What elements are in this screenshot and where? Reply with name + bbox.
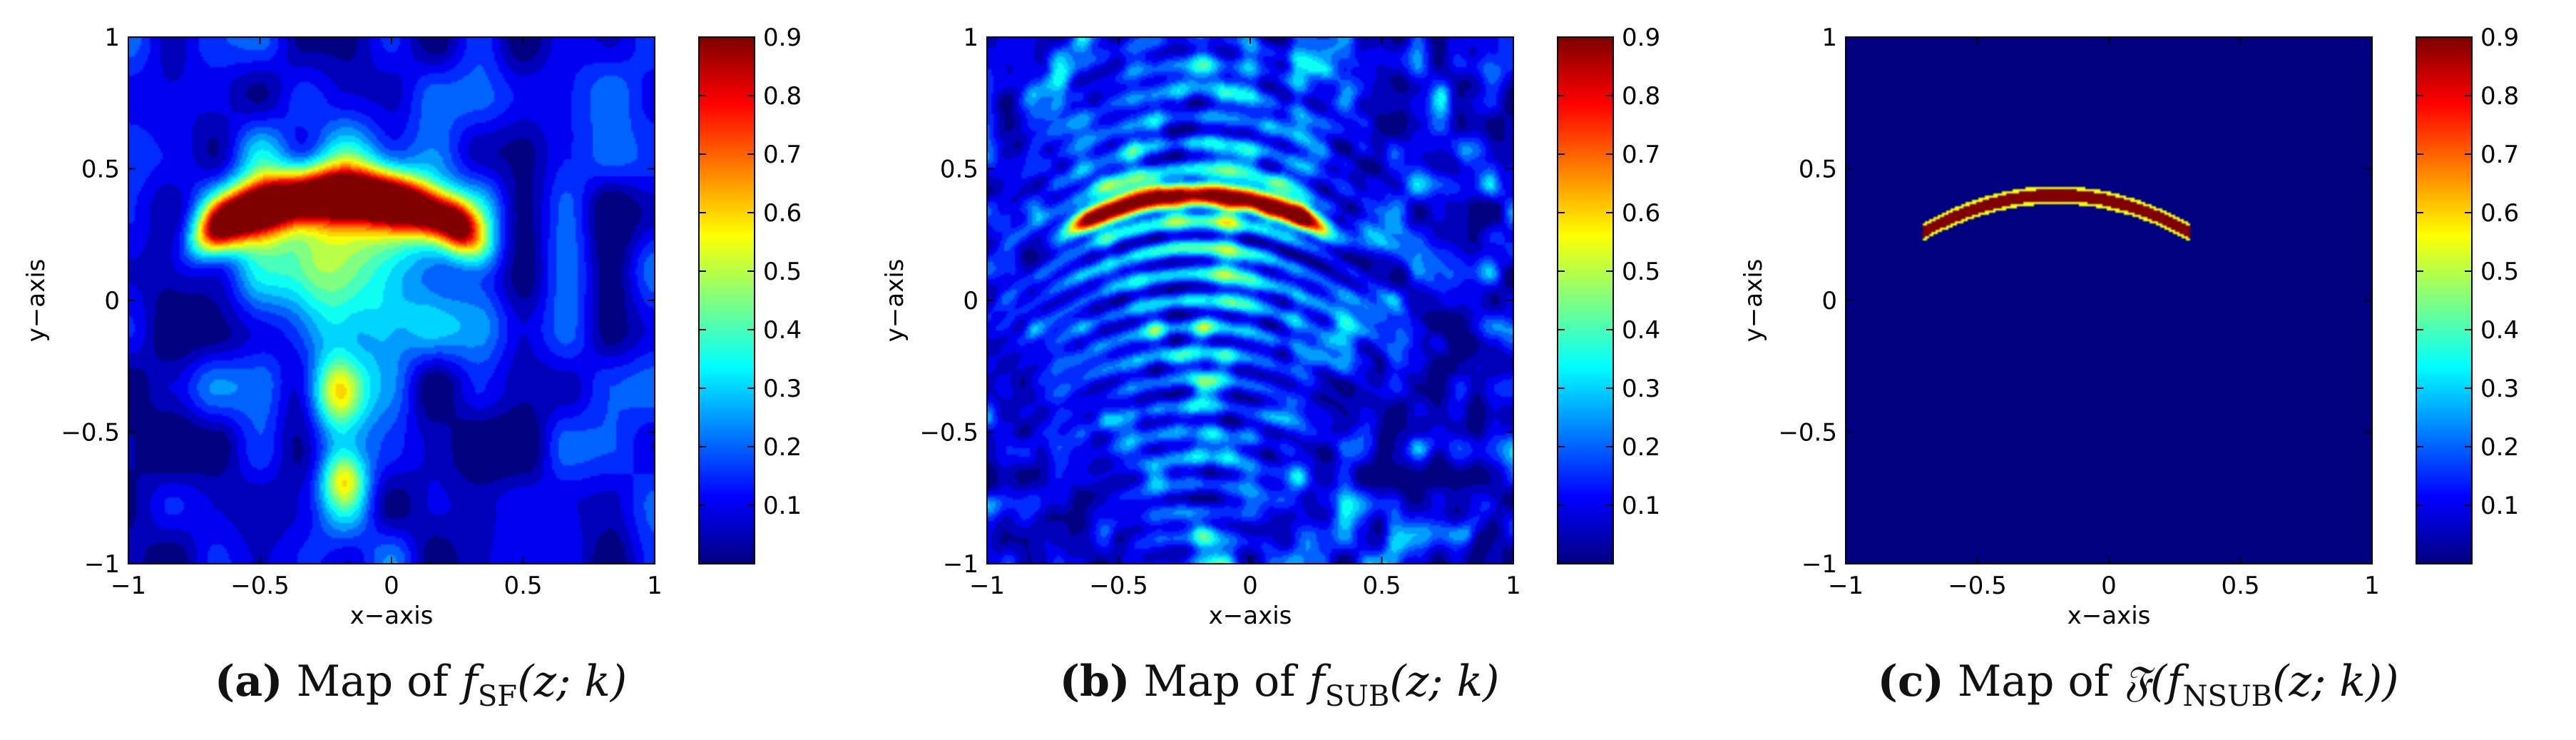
x-tick-label: 1 (1506, 572, 1521, 600)
x-tick-label: 0.5 (1362, 572, 1401, 600)
colorbar-tick-label: 0.4 (1622, 316, 1660, 345)
colorbar-tick-label: 0.6 (763, 199, 802, 228)
caption-b: (b) Map of fSUB(z; k) (887, 657, 1672, 721)
x-tick-label: 0 (384, 572, 399, 600)
colorbar-tick-label: 0.4 (2480, 316, 2519, 345)
caption-prefix: Map of (1957, 657, 2110, 706)
x-tick-label: 1 (647, 572, 663, 600)
y-axis-label: y−axis (881, 259, 909, 343)
caption-prefix: Map of (1143, 657, 1296, 706)
y-axis-label: y−axis (1739, 259, 1768, 343)
y-tick-label: 1 (1821, 24, 1837, 52)
caption-a: (a) Map of fSF(z; k) (29, 657, 813, 721)
colorbar-tick-label: 0.3 (763, 375, 802, 403)
x-tick-label: 0 (1242, 572, 1258, 600)
colorbar-tick-label: 0.5 (2480, 258, 2519, 286)
colorbar-tick-label: 0.8 (763, 82, 802, 111)
y-tick-label: 0 (104, 287, 120, 315)
x-tick-label: −1 (1828, 572, 1864, 600)
caption-func: 𝔉(f (2122, 657, 2183, 706)
y-tick-label: −1 (943, 550, 978, 579)
x-tick-label: −0.5 (1948, 572, 2007, 600)
colorbar-frame (2416, 36, 2473, 564)
colorbar-tick-label: 0.7 (763, 141, 802, 169)
y-tick-label: −1 (84, 550, 120, 579)
caption-prefix: Map of (296, 657, 449, 706)
colorbar-tick-label: 0.2 (1622, 433, 1660, 462)
colorbar-tick-label: 0.2 (763, 433, 802, 462)
y-tick-label: 0 (963, 287, 978, 315)
panel-a: −1 −0.5 0 0.5 1 −1 −0.5 0 0.5 1 x−axis y−axis 0.1 0.2… (22, 24, 802, 630)
x-tick-label: −0.5 (1089, 572, 1148, 600)
caption-args: (z; k) (1389, 657, 1500, 706)
caption-sub: SUB (1324, 680, 1390, 713)
x-axis-label: x−axis (2068, 602, 2151, 630)
colorbar-tick-label: 0.8 (1622, 82, 1660, 111)
y-tick-label: 1 (963, 24, 978, 52)
colorbar-frame (1557, 36, 1614, 564)
heatmap-image (987, 37, 1513, 564)
x-tick-label: 1 (2364, 572, 2380, 600)
caption-func: f (461, 657, 478, 706)
colorbar-tick-label: 0.2 (2480, 433, 2519, 462)
x-tick-label: −0.5 (230, 572, 290, 600)
colorbar-tick-label: 0.1 (1622, 492, 1660, 520)
panel-c: −1 −0.5 0 0.5 1 −1 −0.5 0 0.5 1 x−axis y−axis 0.1 0.2… (1739, 24, 2519, 630)
colorbar-tick-label: 0.8 (2480, 82, 2519, 111)
colorbar-tick-label: 0.3 (1622, 375, 1660, 403)
caption-sub: NSUB (2182, 680, 2273, 713)
colorbar-tick-label: 0.5 (1622, 258, 1660, 286)
y-tick-label: −0.5 (61, 419, 120, 447)
y-tick-label: −1 (1801, 550, 1837, 579)
colorbar-tick-label: 0.5 (763, 258, 802, 286)
caption-args: (z; k) (517, 657, 628, 706)
heatmap-image (128, 37, 655, 564)
y-tick-label: 0.5 (81, 156, 120, 184)
caption-label: (c) (1877, 657, 1944, 706)
y-tick-label: −0.5 (1778, 419, 1837, 447)
x-tick-label: −1 (969, 572, 1005, 600)
colorbar-tick-label: 0.9 (2480, 24, 2519, 52)
colorbar-tick-label: 0.6 (1622, 199, 1660, 228)
x-tick-label: 0 (2101, 572, 2117, 600)
panel-b: −1 −0.5 0 0.5 1 −1 −0.5 0 0.5 1 x−axis y−axis 0.1 0.2… (881, 24, 1660, 630)
colorbar-tick-label: 0.7 (2480, 141, 2519, 169)
heatmap-image (1846, 37, 2372, 564)
colorbar-gradient (1558, 37, 1613, 564)
caption-func: f (1309, 657, 1325, 706)
colorbar-tick-label: 0.6 (2480, 199, 2519, 228)
colorbar-tick-label: 0.1 (763, 492, 802, 520)
x-tick-label: −1 (111, 572, 146, 600)
x-tick-label: 0.5 (504, 572, 542, 600)
y-tick-label: 0 (1821, 287, 1837, 315)
y-tick-label: −0.5 (919, 419, 978, 447)
x-axis-label: x−axis (1209, 602, 1292, 630)
caption-label: (a) (214, 657, 283, 706)
y-tick-label: 1 (104, 24, 120, 52)
y-tick-label: 0.5 (1799, 156, 1837, 184)
caption-label: (b) (1059, 657, 1130, 706)
y-tick-label: 0.5 (940, 156, 978, 184)
colorbar-tick-label: 0.3 (2480, 375, 2519, 403)
colorbar-tick-label: 0.4 (763, 316, 802, 345)
caption-args: (z; k)) (2272, 657, 2399, 706)
colorbar-gradient (699, 37, 755, 564)
colorbar-tick-label: 0.7 (1622, 141, 1660, 169)
caption-sub: SF (477, 680, 518, 713)
y-axis-label: y−axis (22, 259, 51, 343)
caption-c: (c) Map of 𝔉(fNSUB(z; k)) (1746, 657, 2530, 721)
x-axis-label: x−axis (350, 602, 434, 630)
x-tick-label: 0.5 (2221, 572, 2259, 600)
colorbar-tick-label: 0.9 (763, 24, 802, 52)
colorbar-gradient (2416, 37, 2472, 564)
colorbar-tick-label: 0.9 (1622, 24, 1660, 52)
colorbar-tick-label: 0.1 (2480, 492, 2519, 520)
colorbar-frame (698, 36, 755, 564)
